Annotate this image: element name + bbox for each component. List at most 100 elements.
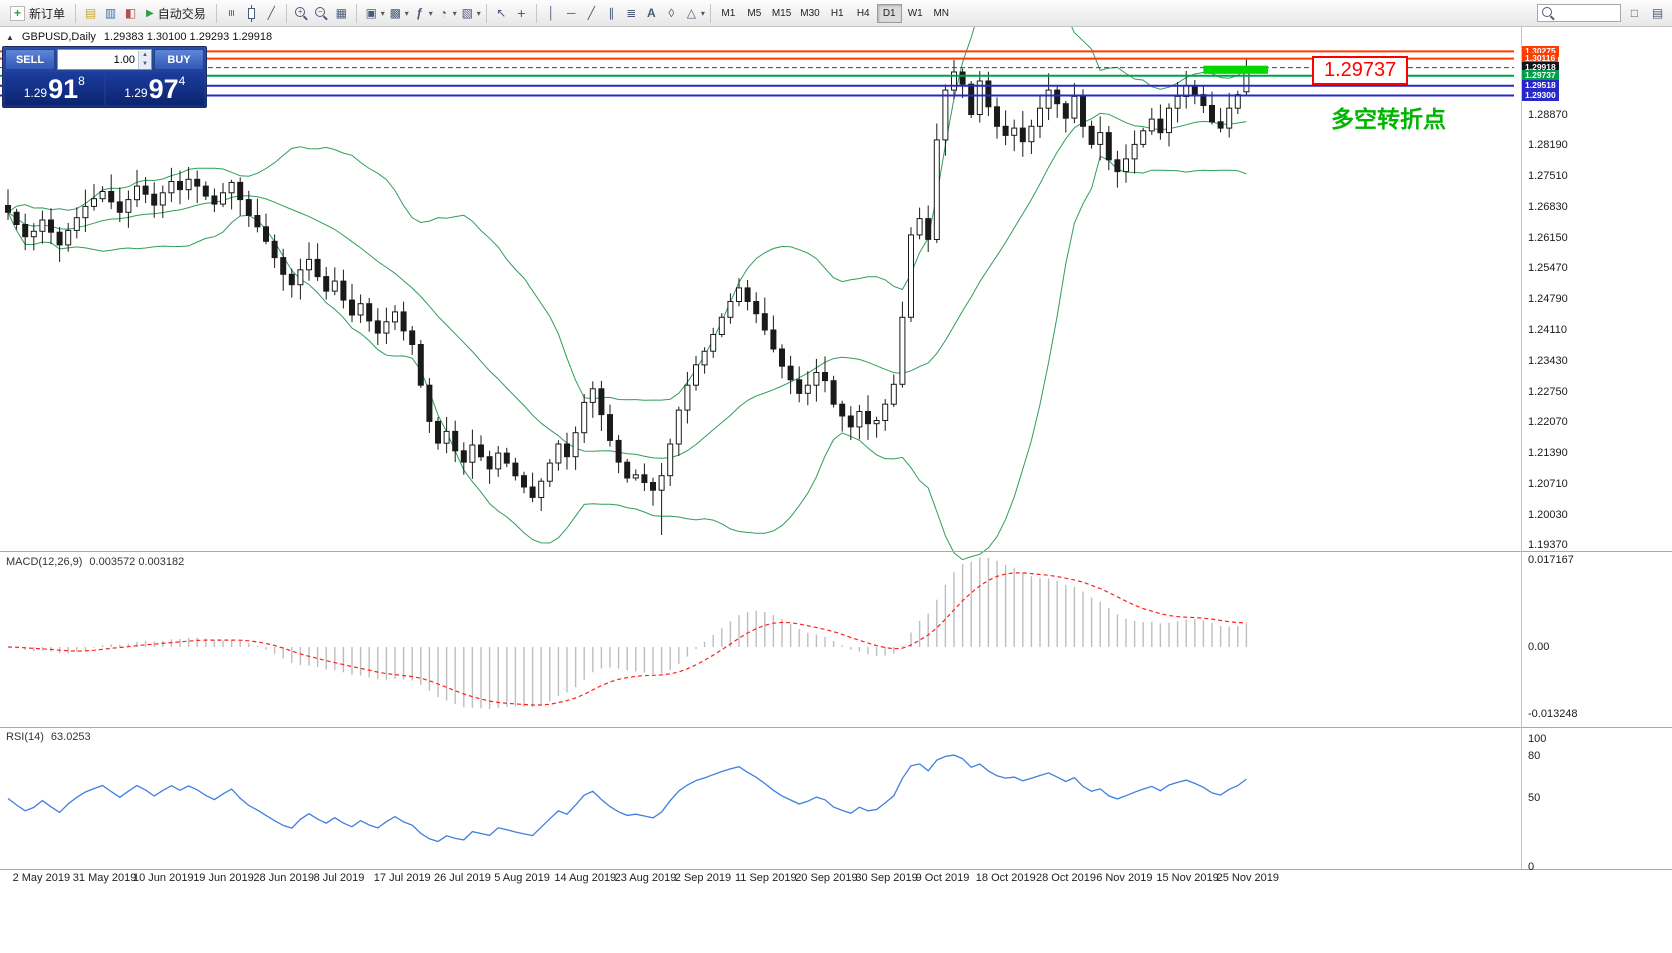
new-order-label: 新订单: [29, 6, 66, 21]
price-tick: 1.24790: [1528, 293, 1568, 306]
layout-icon[interactable]: ▤: [1651, 6, 1664, 20]
label-tool-icon[interactable]: ◊: [668, 6, 675, 20]
cascade-windows-icon[interactable]: ▩: [389, 6, 401, 20]
search-input[interactable]: [1558, 6, 1616, 20]
fibonacci-tool-icon[interactable]: ≣: [626, 6, 637, 20]
rsi-name: RSI(14): [6, 731, 44, 743]
shapes-caret-icon[interactable]: ▾: [700, 8, 705, 18]
time-tick: 2 Sep 2019: [674, 872, 732, 884]
timeframe-button-h1[interactable]: H1: [830, 7, 844, 19]
chart-note-text[interactable]: 多空转折点: [1331, 106, 1446, 132]
zoom-in-glyph: +: [294, 6, 308, 20]
macd-panel-label: MACD(12,26,9) 0.003572 0.003182: [6, 556, 184, 568]
autotrading-play-icon: ▶: [146, 7, 154, 19]
time-tick: 6 Nov 2019: [1096, 872, 1153, 884]
price-callout-label[interactable]: 1.29737: [1312, 56, 1409, 85]
indicators-icon[interactable]: ƒ: [415, 6, 423, 20]
price-tick: 1.28870: [1528, 108, 1568, 121]
toolbar-separator: [215, 3, 217, 23]
price-tick: 1.19370: [1528, 538, 1568, 551]
search-icon[interactable]: [1542, 6, 1555, 20]
timeframe-button-m30[interactable]: M30: [800, 7, 820, 19]
time-tick: 18 Oct 2019: [975, 872, 1036, 884]
templates-caret-icon[interactable]: ▾: [476, 8, 481, 18]
window-icon[interactable]: □: [1630, 6, 1639, 20]
charts-icon[interactable]: ▤: [84, 6, 97, 20]
price-chart-canvas[interactable]: [0, 27, 1522, 869]
cascade-caret-icon[interactable]: ▾: [404, 8, 409, 18]
market-watch-icon[interactable]: ▥: [104, 6, 117, 20]
periods-icon[interactable]: ◔: [439, 6, 447, 20]
crosshair-icon[interactable]: +: [517, 5, 526, 21]
price-badge: 1.30116: [1522, 53, 1559, 65]
vertical-line-tool-icon[interactable]: │: [547, 6, 556, 20]
time-tick: 9 Oct 2019: [915, 872, 970, 884]
candlestick-chart-icon[interactable]: [242, 4, 261, 23]
toolbar-separator: [709, 3, 711, 23]
ask-price-display[interactable]: 1.29 97 4: [105, 72, 204, 105]
grid-icon[interactable]: ▦: [335, 6, 347, 20]
rsi-scale-label: 50: [1528, 792, 1541, 804]
time-tick: 17 Jul 2019: [373, 872, 431, 884]
one-click-trading-panel: SELL ▲ ▼ BUY 1.29 91 8 1.29 97 4: [2, 46, 207, 108]
tile-windows-icon[interactable]: ▣: [365, 6, 377, 20]
macd-name: MACD(12,26,9): [6, 556, 83, 568]
bar-chart-glyph: ≡: [224, 9, 239, 17]
sell-button[interactable]: SELL: [5, 49, 55, 70]
toolbar-separator: [355, 3, 357, 23]
price-badge: 1.29737: [1522, 70, 1559, 82]
quote-panel-toggle-icon[interactable]: ▲: [6, 32, 14, 42]
tile-caret-icon[interactable]: ▾: [380, 8, 385, 18]
volume-up-button[interactable]: ▲: [139, 50, 151, 60]
trendline-tool-icon[interactable]: ╱: [587, 6, 595, 20]
time-tick: 14 Aug 2019: [554, 872, 617, 884]
timeframe-button-mn[interactable]: MN: [933, 7, 950, 19]
ask-prefix: 1.29: [124, 86, 148, 100]
indicators-caret-icon[interactable]: ▾: [428, 8, 433, 18]
text-tool-icon[interactable]: A: [646, 6, 656, 20]
bid-price-display[interactable]: 1.29 91 8: [5, 72, 104, 105]
rsi-value: 63.0253: [50, 731, 91, 743]
price-tick: 1.26830: [1528, 200, 1568, 213]
timeframe-button-w1[interactable]: W1: [907, 7, 923, 19]
templates-icon[interactable]: ▧: [461, 6, 473, 20]
panel-separator[interactable]: [0, 727, 1672, 728]
timeframe-button-h4[interactable]: H4: [856, 7, 870, 19]
price-badge: 1.29918: [1522, 62, 1559, 74]
price-tick: 1.20030: [1528, 508, 1568, 521]
timeframe-button-m5[interactable]: M5: [747, 7, 762, 19]
toolbar-separator: [285, 3, 287, 23]
channel-tool-icon[interactable]: ∥: [608, 6, 615, 20]
horizontal-line-tool-icon[interactable]: ─: [567, 6, 576, 20]
buy-button[interactable]: BUY: [154, 49, 204, 70]
time-tick: 19 Jun 2019: [193, 872, 254, 884]
time-tick: 31 May 2019: [72, 872, 137, 884]
zoom-in-icon[interactable]: +: [292, 4, 311, 23]
timeframe-button-m15[interactable]: M15: [771, 7, 792, 19]
panel-separator[interactable]: [0, 551, 1672, 552]
timeframe-button-d1[interactable]: D1: [876, 3, 902, 23]
volume-input[interactable]: [58, 53, 138, 66]
line-chart-icon[interactable]: ╱: [267, 6, 275, 20]
periods-caret-icon[interactable]: ▾: [452, 8, 457, 18]
zoom-out-icon[interactable]: −: [312, 4, 331, 23]
cursor-icon[interactable]: ↖: [496, 6, 507, 20]
autotrading-button[interactable]: ▶ 自动交易: [141, 3, 211, 24]
toolbar-separator: [75, 3, 77, 23]
price-scale[interactable]: 1.28870 1.28190 1.27510 1.26830 1.26150 1.254…: [1522, 27, 1672, 873]
volume-stepper: ▲ ▼: [138, 50, 151, 69]
toolbar: + 新订单 ▤ ▥ ◧ ▶ 自动交易 ≡ ╱ + − ▦ ▣ ▾ ▩ ▾ ƒ ▾ ◔ ▾…: [0, 0, 1672, 27]
time-tick: 28 Oct 2019: [1036, 872, 1096, 884]
volume-down-button[interactable]: ▼: [139, 59, 151, 69]
ohlc-values: 1.29383 1.30100 1.29293 1.29918: [103, 31, 273, 43]
bar-chart-icon[interactable]: ≡: [222, 4, 241, 23]
zoom-out-glyph: −: [314, 6, 328, 20]
price-tick: 1.22750: [1528, 385, 1568, 398]
timeframe-button-m1[interactable]: M1: [721, 7, 736, 19]
search-box: [1537, 4, 1621, 22]
shapes-tool-icon[interactable]: △: [686, 6, 696, 20]
macd-scale-label: 0.00: [1528, 640, 1550, 653]
price-tick: 1.20710: [1528, 477, 1568, 490]
new-order-button[interactable]: + 新订单: [5, 3, 70, 24]
navigator-icon[interactable]: ◧: [124, 6, 137, 20]
